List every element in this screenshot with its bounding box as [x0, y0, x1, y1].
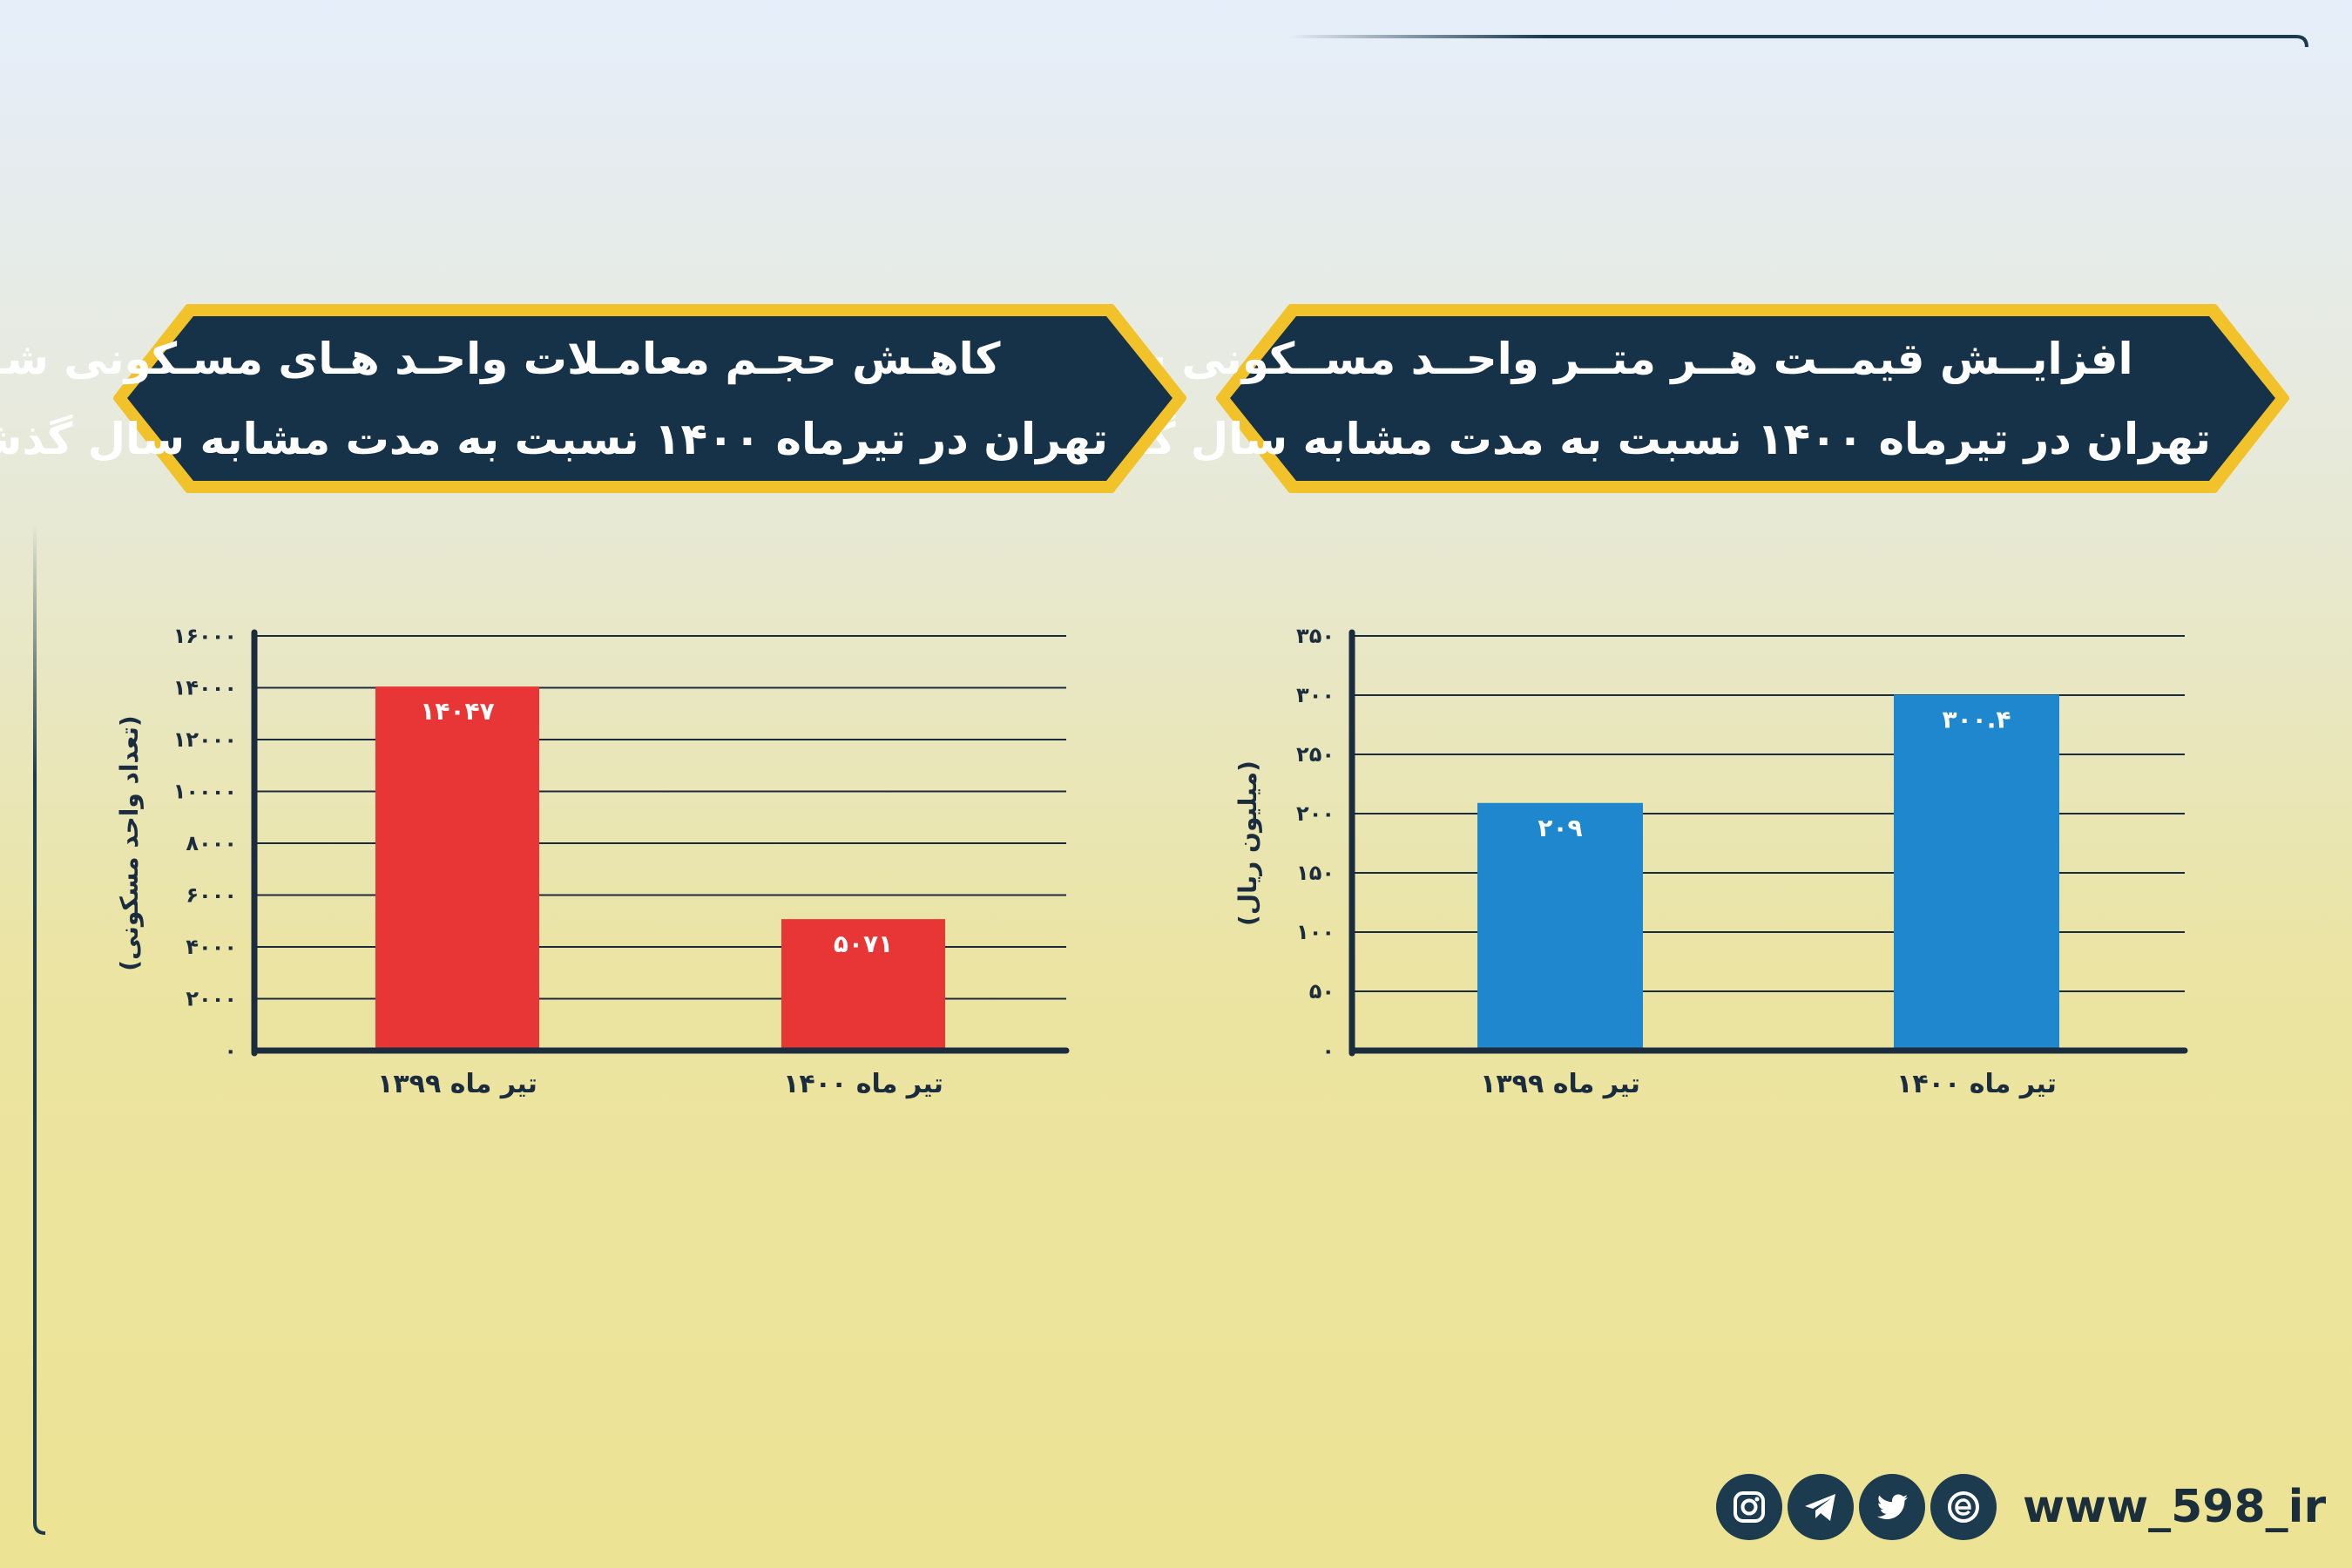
- y-tick-label: ۱۴۰۰۰: [173, 676, 237, 700]
- bar: [1477, 802, 1643, 1051]
- banner-shape: [113, 304, 1186, 493]
- y-tick-label: ۸۰۰۰: [186, 831, 237, 855]
- bar: [1894, 694, 2059, 1051]
- y-tick-label: ۰: [224, 1038, 237, 1063]
- y-tick-label: ۲۵۰: [1296, 742, 1335, 767]
- telegram-icon[interactable]: [1788, 1474, 1854, 1540]
- banner-title-line-1: افزایــش قیمــت هــر متــر واحــد مســکو…: [1037, 333, 2133, 384]
- bar: [375, 686, 539, 1051]
- y-tick-label: ۳۵۰: [1296, 624, 1335, 648]
- website-url[interactable]: www_598_ir: [2023, 1481, 2327, 1533]
- data-label: ۵۰۷۱: [834, 929, 893, 958]
- y-tick-label: ۲۰۰۰: [186, 987, 237, 1011]
- banner-price-increase: افزایــش قیمــت هــر متــر واحــد مســکو…: [1038, 301, 2293, 497]
- data-label: ۳۰۰.۴: [1943, 705, 2011, 733]
- y-axis-label: (میلیون ریال): [1233, 760, 1262, 926]
- y-tick-label: ۱۰۰۰۰: [173, 780, 237, 804]
- y-tick-label: ۵۰: [1309, 979, 1335, 1004]
- y-tick-label: ۲۰۰: [1296, 801, 1335, 826]
- y-tick-label: ۴۰۰۰: [186, 935, 237, 959]
- banner-title-line-1: کاهـش حجـم معامـلات واحـد هـای مسـکونی ش…: [0, 333, 1001, 384]
- transactions-bar-chart: ۰ ۲۰۰۰ ۴۰۰۰ ۶۰۰۰ ۸۰۰۰ ۱۰۰۰۰ ۱۲۰۰۰ ۱۴۰۰۰ ۱۶۰۰۰ (تع…: [115, 624, 1070, 1099]
- x-tick-label: تیر ماه ۱۴۰۰: [783, 1069, 943, 1099]
- x-tick-label: تیر ماه ۱۳۹۹: [1480, 1069, 1640, 1099]
- bar: [781, 919, 945, 1051]
- y-tick-label: ۶۰۰۰: [186, 883, 237, 908]
- price-bar-chart: ۰ ۵۰ ۱۰۰ ۱۵۰ ۲۰۰ ۲۵۰ ۳۰۰ ۳۵۰ (میلیون ریال) ۲۰۹ تیر…: [1233, 624, 2188, 1099]
- x-tick-label: تیر ماه ۱۳۹۹: [377, 1069, 537, 1099]
- y-tick-label: ۱۶۰۰۰: [173, 624, 237, 648]
- instagram-icon[interactable]: [1716, 1474, 1782, 1540]
- banner-transactions-decrease: کاهـش حجـم معامـلات واحـد هـای مسـکونی ش…: [0, 301, 1190, 497]
- x-tick-label: تیر ماه ۱۴۰۰: [1896, 1069, 2057, 1099]
- y-tick-label: ۰: [1321, 1038, 1335, 1063]
- y-tick-label: ۳۰۰: [1296, 683, 1335, 707]
- data-label: ۱۴۰۴۷: [420, 697, 494, 726]
- y-tick-label: ۱۵۰: [1296, 861, 1335, 885]
- data-label: ۲۰۹: [1538, 814, 1582, 842]
- y-tick-label: ۱۰۰: [1296, 920, 1335, 944]
- banner-shape: [1216, 304, 2289, 493]
- site-logo-icon[interactable]: [1930, 1474, 1997, 1540]
- twitter-icon[interactable]: [1859, 1474, 1925, 1540]
- y-axis-label: (تعداد واحد مسکونی): [115, 715, 144, 970]
- banner-title-line-2: تهران در تیرماه ۱۴۰۰ نسبت به مدت مشابه س…: [0, 413, 1108, 464]
- banner-title-line-2: تهران در تیرماه ۱۴۰۰ نسبت به مدت مشابه س…: [1037, 413, 2212, 464]
- footer-social: www_598_ir: [1716, 1472, 2326, 1542]
- y-tick-label: ۱۲۰۰۰: [173, 727, 237, 752]
